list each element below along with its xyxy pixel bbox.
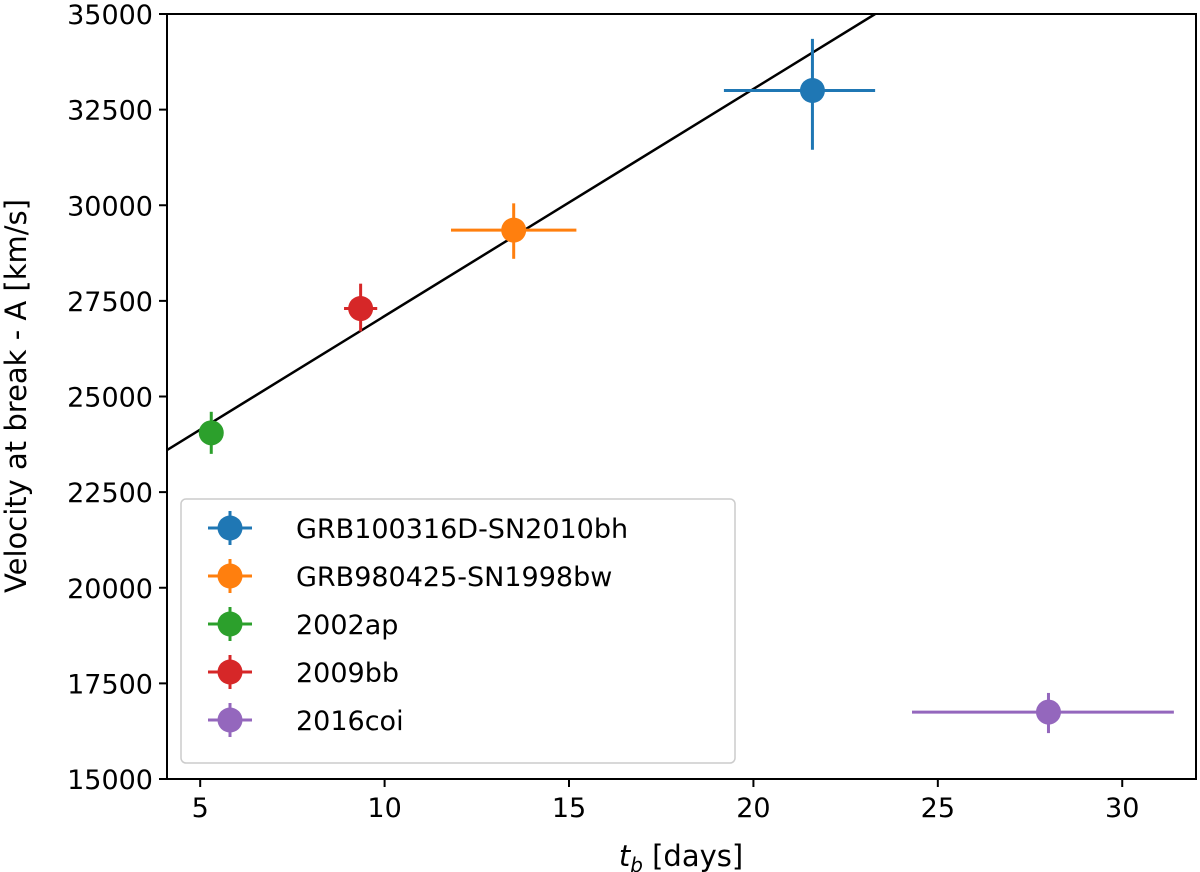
legend-swatch-marker <box>217 707 243 733</box>
data-point-1 <box>723 38 876 150</box>
legend-entry-1: GRB100316D-SN2010bh <box>208 511 628 545</box>
y-axis-label: Velocity at break - A [km/s] <box>0 199 33 593</box>
marker <box>501 217 527 243</box>
legend-entry-2: GRB980425-SN1998bw <box>208 559 612 593</box>
y-tick-label: 22500 <box>67 478 153 509</box>
legend-entry-4: 2009bb <box>208 655 399 689</box>
legend-entry-3: 2002ap <box>208 607 398 641</box>
marker <box>799 78 825 103</box>
data-point-5 <box>912 692 1174 734</box>
x-tick-label: 5 <box>192 793 209 824</box>
y-tick-label: 20000 <box>67 574 153 605</box>
legend-label: 2002ap <box>296 610 398 641</box>
legend-swatch-marker <box>217 563 243 589</box>
x-tick-label: 15 <box>552 793 586 824</box>
legend-label: 2016coi <box>296 706 404 737</box>
data-point-2 <box>450 203 577 259</box>
marker <box>1035 699 1061 725</box>
x-tick-label: 10 <box>367 793 401 824</box>
y-tick-label: 27500 <box>67 287 153 318</box>
legend-label: GRB100316D-SN2010bh <box>296 514 628 545</box>
legend-label: GRB980425-SN1998bw <box>296 562 612 593</box>
x-tick-label: 25 <box>921 793 955 824</box>
marker <box>198 420 224 446</box>
y-tick-label: 35000 <box>67 0 153 31</box>
legend-label: 2009bb <box>296 658 399 689</box>
legend-swatch-marker <box>217 659 243 685</box>
legend-swatch-marker <box>217 611 243 637</box>
marker <box>348 296 374 322</box>
y-tick-label: 30000 <box>67 191 153 222</box>
x-tick-label: 20 <box>736 793 770 824</box>
y-tick-label: 15000 <box>67 765 153 796</box>
y-tick-label: 32500 <box>67 96 153 127</box>
legend-box <box>180 498 736 764</box>
y-tick-label: 17500 <box>67 669 153 700</box>
legend: GRB100316D-SN2010bh GRB980425-SN1998bw 200… <box>180 498 736 764</box>
x-axis-label: tb [days] <box>619 839 743 872</box>
y-tick-label: 25000 <box>67 383 153 414</box>
legend-entry-5: 2016coi <box>208 703 404 737</box>
data-point-4 <box>344 283 378 332</box>
x-tick-label: 30 <box>1105 793 1139 824</box>
legend-swatch-marker <box>217 515 243 541</box>
data-point-3 <box>198 411 224 454</box>
